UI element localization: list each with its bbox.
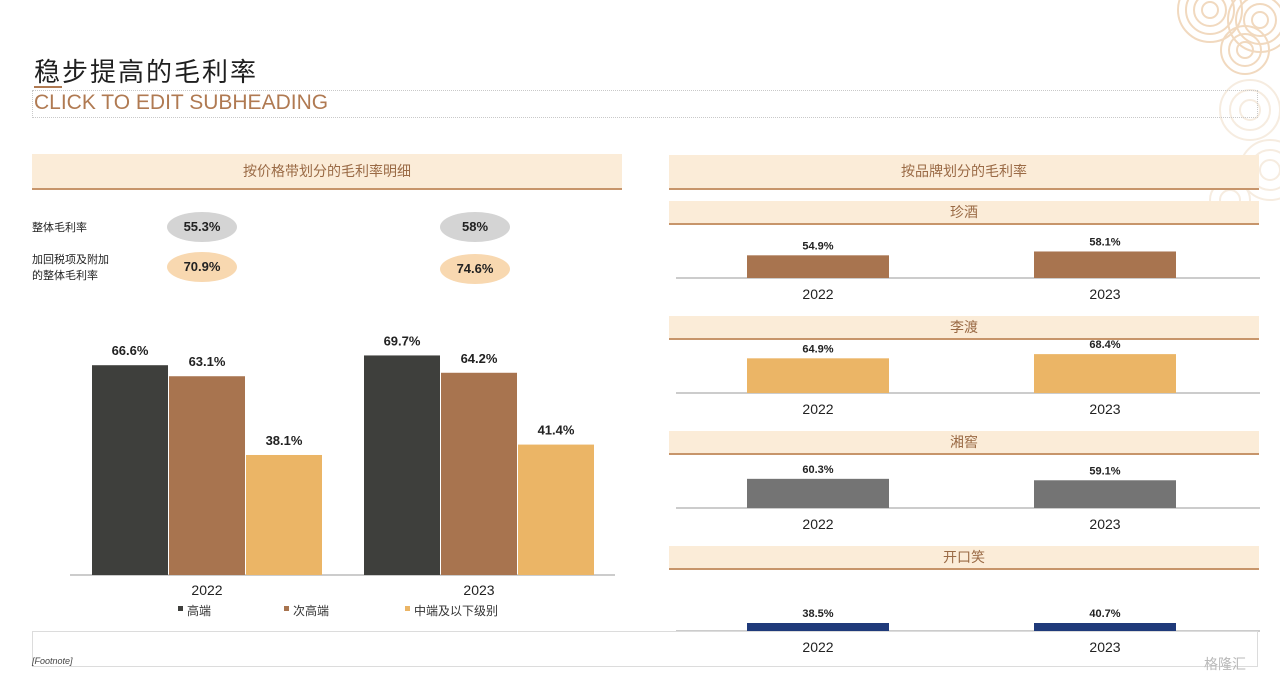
brand-bar-2-2023 [1034, 480, 1176, 508]
watermark: 格隆汇 [1204, 657, 1246, 673]
subheading[interactable]: CLICK TO EDIT SUBHEADING [34, 91, 329, 114]
price-tier-chart-header: 按价格带划分的毛利率明细 [32, 154, 622, 190]
bar-2022-series-0 [92, 365, 168, 575]
brand-name-kaikouxiao: 开口笑 [943, 550, 985, 566]
brand-x-tick-label: 2023 [1089, 639, 1120, 655]
brand-x-tick-label: 2022 [802, 516, 833, 532]
adjusted-margin-2022-pill: 70.9% [167, 252, 237, 282]
bar-2023-series-1 [441, 372, 517, 575]
brand-bar-value-label: 40.7% [1089, 608, 1120, 620]
brand-x-tick-label: 2023 [1089, 286, 1120, 302]
brand-header-lidu: 李渡 [669, 316, 1259, 340]
brand-header-kaikouxiao: 开口笑 [669, 546, 1259, 570]
adjusted-margin-label-line1: 加回税项及附加 [32, 253, 109, 266]
brand-bar-1-2022 [747, 358, 889, 393]
brand-x-tick-label: 2022 [802, 401, 833, 417]
legend-label: 中端及以下级别 [414, 603, 498, 618]
footnote-box[interactable] [32, 631, 1258, 667]
brand-chart-title: 按品牌划分的毛利率 [901, 164, 1027, 180]
adjusted-margin-2023-pill: 74.6% [440, 254, 510, 284]
brand-bar-value-label: 68.4% [1089, 339, 1120, 351]
bar-value-label: 41.4% [538, 423, 575, 438]
title-underline [34, 86, 62, 88]
bar-value-label: 63.1% [189, 354, 226, 369]
bar-2022-series-1 [169, 376, 245, 575]
overall-margin-label: 整体毛利率 [32, 221, 87, 234]
bar-2022-series-2 [246, 454, 322, 575]
price-tier-bar-chart: 66.6% 63.1% 38.1% 2022 69.7% 64.2% 41.4% 2023 高端… [70, 333, 615, 618]
brand-bar-1-2023 [1034, 354, 1176, 393]
brand-name-lidu: 李渡 [950, 320, 978, 336]
overall-margin-2022-pill: 55.3% [167, 212, 237, 242]
page-title: 稳步提高的毛利率 [34, 58, 259, 88]
brand-header-xiangjiao: 湘窖 [669, 431, 1259, 455]
bar-2023-series-0 [364, 355, 440, 575]
legend-swatch [284, 606, 289, 611]
brand-chart-header: 按品牌划分的毛利率 [669, 155, 1259, 190]
bar-2023-series-2 [518, 444, 594, 575]
brand-bar-value-label: 64.9% [802, 343, 833, 355]
brand-bar-charts: 54.9% 2022 58.1% 2023 64.9% 2022 68.4% 2023 60.3… [676, 236, 1260, 655]
x-tick-label: 2022 [191, 582, 222, 598]
x-tick-label: 2023 [463, 582, 494, 598]
brand-x-tick-label: 2023 [1089, 516, 1120, 532]
legend-swatch [405, 606, 410, 611]
overall-margin-2023-pill: 58% [440, 212, 510, 242]
brand-bar-value-label: 54.9% [802, 240, 833, 252]
adjusted-margin-label-line2: 的整体毛利率 [32, 269, 98, 282]
brand-name-xiangjiao: 湘窖 [950, 435, 978, 451]
brand-bar-3-2022 [747, 623, 889, 631]
bar-value-label: 38.1% [266, 433, 303, 448]
brand-header-zhenjiu: 珍酒 [669, 201, 1259, 225]
price-tier-chart-title: 按价格带划分的毛利率明细 [243, 164, 411, 180]
brand-x-tick-label: 2022 [802, 286, 833, 302]
bar-value-label: 64.2% [461, 351, 498, 366]
brand-bar-3-2023 [1034, 623, 1176, 631]
bar-value-label: 66.6% [112, 343, 149, 358]
brand-bar-0-2022 [747, 255, 889, 278]
legend-swatch [178, 606, 183, 611]
brand-bar-2-2022 [747, 478, 889, 508]
legend-label: 次高端 [293, 603, 329, 618]
brand-x-tick-label: 2022 [802, 639, 833, 655]
subheading-placeholder-box[interactable] [32, 90, 1258, 118]
brand-bar-value-label: 38.5% [802, 608, 833, 620]
brand-bar-value-label: 60.3% [802, 464, 833, 476]
brand-name-zhenjiu: 珍酒 [950, 205, 978, 221]
footnote[interactable]: [Footnote] [32, 656, 73, 666]
brand-x-tick-label: 2023 [1089, 401, 1120, 417]
legend-label: 高端 [187, 603, 211, 618]
brand-bar-0-2023 [1034, 251, 1176, 278]
bar-value-label: 69.7% [384, 333, 421, 348]
brand-bar-value-label: 59.1% [1089, 465, 1120, 477]
brand-bar-value-label: 58.1% [1089, 236, 1120, 248]
